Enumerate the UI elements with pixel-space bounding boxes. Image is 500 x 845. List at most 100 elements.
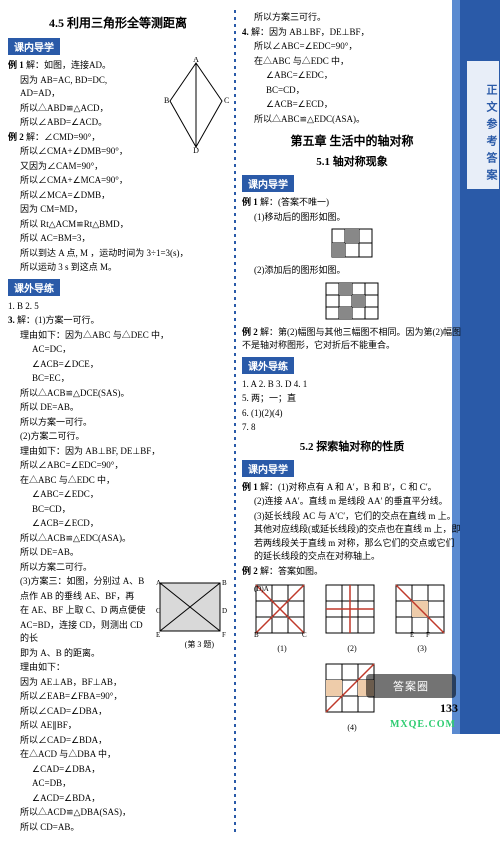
q3-3-16: 所以 CD=AB。 (8, 821, 228, 835)
q3-1-4: 所以△ACB≌△DCE(SAS)。 (8, 387, 228, 401)
q3-3-3: AC=BD，连接 CD，则测出 CD 的长 (8, 619, 148, 646)
q3-3-10: 所以∠CAD=∠BDA， (8, 734, 228, 748)
q3-2-1: 所以∠ABC=∠EDC=90°， (8, 459, 228, 473)
q3-2-5: ∠ACB=∠ECD， (8, 517, 228, 531)
q3-3-7: 所以∠EAB=∠FBA=90°， (8, 690, 228, 704)
grid1-lbl-c: C (302, 631, 307, 639)
q4-4: BC=CD， (242, 84, 462, 98)
r-ans-2: 6. (1)(2)(4) (242, 407, 462, 421)
q3-1-0: 理由如下：因为△ABC 与△DEC 中， (8, 329, 228, 343)
ex2-line-0: 解：∠CMD=90°， (26, 132, 100, 142)
big-grid-1: (D)A B C (254, 583, 310, 639)
q3-3-1: 点作 AB 的垂线 AE、BF，再 (8, 590, 148, 604)
q3-3-4: 即为 A、B 的距离。 (8, 647, 148, 661)
ex52-2-label: 例 2 (242, 566, 258, 576)
r-ex1-a: (1)移动后的图形如图。 (242, 211, 462, 225)
kite-figure: A B C D (160, 57, 232, 153)
ex2-label: 例 2 (8, 132, 24, 142)
kite-label-b: B (164, 96, 169, 105)
q3-1-2: ∠ACB=∠DCE， (8, 358, 228, 372)
box-d: D (222, 607, 227, 615)
fig3-caption: (第 3 题) (185, 639, 214, 650)
box-a: A (156, 579, 161, 587)
big-grid-2 (324, 583, 380, 639)
section-5-1-title: 5.1 轴对称现象 (242, 153, 462, 169)
grid3-lbl-e: E (410, 631, 414, 639)
q3-3-9: 所以 AE∥BF， (8, 719, 228, 733)
ex52-1-2: (3)延长线段 AC 与 A′C′，它们的交点在直线 m 上。其他对应线段(或延… (242, 510, 462, 564)
q3-2-3: ∠ABC=∠EDC， (8, 488, 228, 502)
ex2-line-3: 所以∠CMA+∠MCA=90°， (8, 174, 228, 188)
box-figure: A B C D E F (154, 577, 228, 641)
ex1-line-0: 解：如图，连接AD。 (26, 60, 111, 70)
small-grid-1 (331, 228, 373, 258)
q3-2-6: 所以△ACB≌△EDC(ASA)。 (8, 532, 228, 546)
q3-3-2: 在 AE、BF 上取 C、D 两点便使 (8, 604, 148, 618)
q3-3-13: AC=DB， (8, 777, 228, 791)
q4-2: 在△ABC 与△EDC 中， (242, 55, 462, 69)
ex2-line-7: 所以 AC=BM=3， (8, 232, 228, 246)
kite-label-a: A (193, 57, 199, 64)
grid-cap-4: (4) (320, 723, 384, 732)
ex2-line-9: 所以运动 3 s 到这点 M。 (8, 261, 228, 275)
q3-2-8: 所以方案二可行。 (8, 561, 228, 575)
column-divider (234, 10, 236, 835)
section-4-5-title: 4.5 利用三角形全等测距离 (8, 14, 228, 31)
ex1-line-2: 所以△ABD≌△ACD， (8, 102, 148, 116)
box-e: E (156, 631, 160, 639)
q3-3-0: (3)方案三：如图，分别过 A、B (8, 575, 148, 589)
tag-kenei-3: 课内导学 (242, 460, 294, 477)
q3-3-12: ∠CAD=∠DBA， (8, 763, 228, 777)
ex1-line-1: 因为 AB=AC, BD=DC, AD=AD， (8, 74, 148, 101)
tag-kewai-2: 课外导练 (242, 357, 294, 374)
tag-kenei-1: 课内导学 (8, 38, 60, 55)
right-column: 所以方案三可行。 4. 解：因为 AB⊥BF，DE⊥BF， 所以∠ABC=∠ED… (242, 10, 462, 835)
r-ex1-label: 例 1 (242, 197, 258, 207)
q4-label: 4. (242, 27, 249, 37)
watermark-badge: 答案圈 (366, 674, 456, 698)
ex2-line-5: 因为 CM=MD， (8, 203, 228, 217)
q3-2-7: 所以 DE=AB。 (8, 546, 228, 560)
kite-label-d: D (193, 146, 199, 153)
r-pre-0: 所以方案三可行。 (242, 11, 462, 25)
page-number: 133 (440, 701, 458, 716)
q3-2-2: 在△ABC 与△EDC 中， (8, 474, 228, 488)
ex2-line-4: 所以∠MCA=∠DMB， (8, 189, 228, 203)
left-ans1: 1. B 2. 5 (8, 300, 228, 314)
grid-cap-2: (2) (320, 644, 384, 653)
q4-3: ∠ABC=∠EDC， (242, 69, 462, 83)
watermark-url: MXQE.COM (390, 719, 456, 730)
q3-label: 3. (8, 315, 15, 325)
section-5-2-title: 5.2 探索轴对称的性质 (242, 438, 462, 454)
q4-1: 所以∠ABC=∠EDC=90°， (242, 40, 462, 54)
q3-1-5: 所以 DE=AB。 (8, 401, 228, 415)
q3-3-15: 所以△ACD≌△DBA(SAS)， (8, 806, 228, 820)
ex52-1-label: 例 1 (242, 482, 258, 492)
grid3-lbl-f: F (426, 631, 430, 639)
q3-2label: (2)方案二可行。 (8, 430, 228, 444)
tag-kenei-2: 课内导学 (242, 175, 294, 192)
ex1-line-3: 所以∠ABD=∠ACD。 (8, 116, 148, 130)
q3-1-3: BC=EC， (8, 372, 228, 386)
side-tab: 正文参考答案 (466, 60, 500, 190)
ex2-line-8: 所以到达 A 点, M ，运动时间为 3÷1=3(s)， (8, 247, 228, 261)
grid-cap-1: (1) (250, 644, 314, 653)
ex2-line-6: 所以 Rt△ACM≌Rt△BMD， (8, 218, 228, 232)
small-grid-2 (325, 282, 379, 320)
box-b: B (222, 579, 227, 587)
chapter-5-title: 第五章 生活中的轴对称 (242, 132, 462, 149)
q3-3-11: 在△ACD 与△DBA 中， (8, 748, 228, 762)
kite-label-c: C (224, 96, 229, 105)
q4-0: 解：因为 AB⊥BF，DE⊥BF， (251, 27, 369, 37)
q3-3-5: 理由如下： (8, 661, 228, 675)
q4-5: ∠ACB=∠ECD， (242, 98, 462, 112)
ex52-1-1: (2)连接 AA′。直线 m 是线段 AA′ 的垂直平分线。 (242, 495, 462, 509)
ex2-line-2: 又因为∠CAM=90°， (8, 160, 228, 174)
r-ex2: 解：第(2)幅图与其他三幅图不相同。因为第(2)幅图不是轴对称图形，它对折后不能… (242, 327, 461, 351)
r-ex1-intro: 解：(答案不唯一) (260, 197, 329, 207)
q3-3-6: 因为 AE⊥AB，BF⊥AB， (8, 676, 228, 690)
big-grid-3: E F (394, 583, 450, 639)
q4-6: 所以△ABC≌△EDC(ASA)。 (242, 113, 462, 127)
q3-1-1: AC=DC， (8, 343, 228, 357)
q3-2-0: 理由如下：因为 AB⊥BF, DE⊥BF， (8, 445, 228, 459)
